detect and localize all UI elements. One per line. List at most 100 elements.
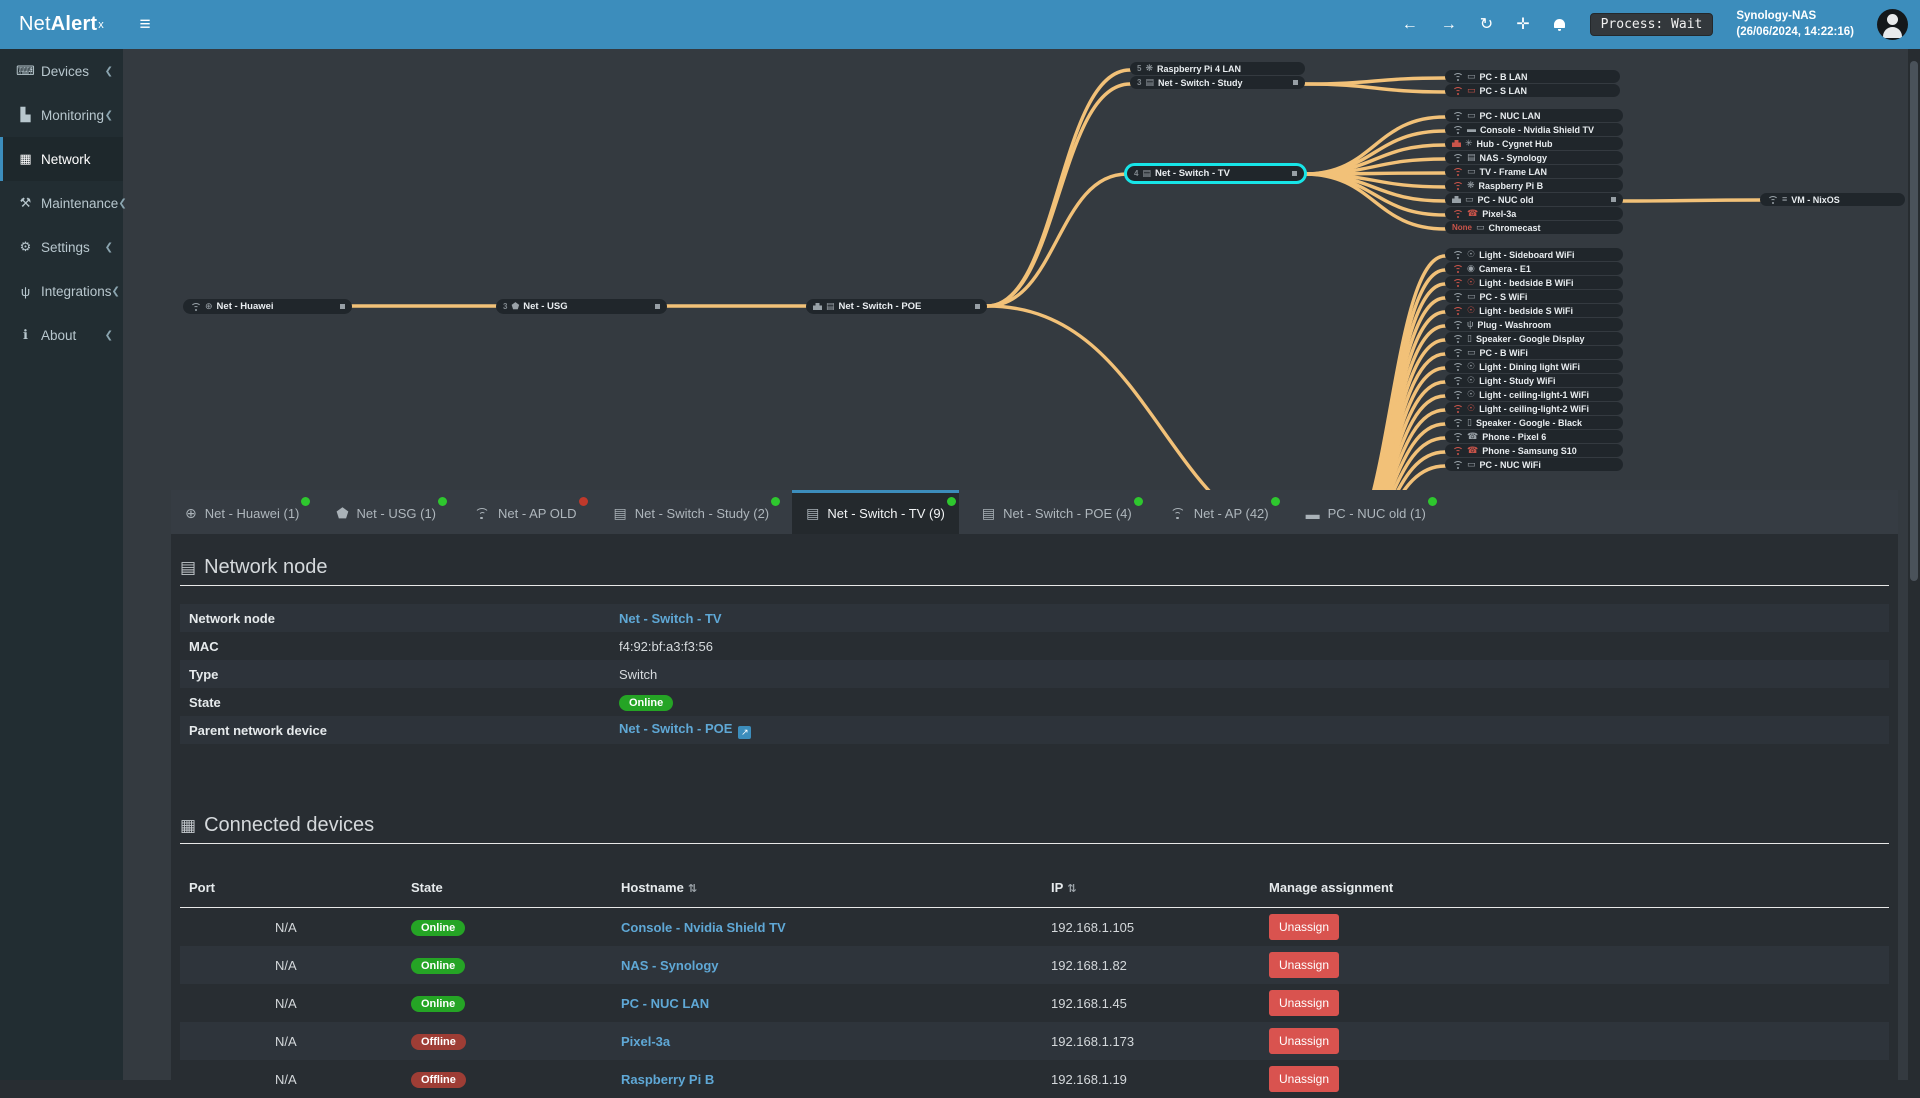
graph-node-net-huawei[interactable]: ⊕ Net - Huawei: [183, 299, 352, 314]
wifi-icon: [1452, 335, 1463, 343]
sidebar-item-devices[interactable]: ⌨ Devices ❮: [0, 49, 123, 93]
column-ip[interactable]: IP ⇅: [1051, 880, 1077, 895]
detail-row-network-node: Network node Net - Switch - TV: [180, 604, 1889, 632]
monitor-icon: ▭: [1467, 71, 1476, 81]
hostname-link[interactable]: Console - Nvidia Shield TV: [621, 919, 786, 935]
devices-table-header: Port State Hostname ⇅ IP ⇅ Manage assignme…: [180, 868, 1889, 908]
graph-node-vm-nixos[interactable]: ≡ VM - NixOS: [1760, 193, 1905, 206]
graph-node-light-bedside-s-wifi[interactable]: ☉ Light - bedside S WiFi: [1445, 304, 1623, 317]
graph-edge: [985, 304, 1211, 490]
detail-label: State: [189, 694, 221, 710]
sort-icon[interactable]: ⇅: [687, 883, 698, 895]
back-arrow-icon[interactable]: ←: [1401, 15, 1418, 33]
graph-node-light-sideboard-wifi[interactable]: ☉ Light - Sideboard WiFi: [1445, 248, 1623, 261]
sidebar-item-maintenance[interactable]: ⚒ Maintenance ❮: [0, 181, 127, 225]
graph-node-light-ceiling-light-1-wifi[interactable]: ☉ Light - ceiling-light-1 WiFi: [1445, 388, 1623, 401]
graph-node-pc-b-wifi[interactable]: ▭ PC - B WiFi: [1445, 346, 1623, 359]
move-pan-icon[interactable]: ✛: [1516, 15, 1530, 33]
tab-net-usg[interactable]: ⬟ Net - USG (1): [322, 490, 450, 534]
tab-net-switch-study[interactable]: ▤ Net - Switch - Study (2): [600, 490, 784, 534]
graph-node-raspberry-pi-4-lan[interactable]: 5 ❋ Raspberry Pi 4 LAN: [1130, 62, 1305, 75]
hostname-link[interactable]: NAS - Synology: [621, 957, 719, 973]
forward-arrow-icon[interactable]: →: [1440, 15, 1457, 33]
port-value: N/A: [275, 957, 297, 973]
graph-node-pc-s-wifi[interactable]: ▭ PC - S WiFi: [1445, 290, 1623, 303]
graph-node-plug-washroom[interactable]: ψ Plug - Washroom: [1445, 318, 1623, 331]
graph-node-raspberry-pi-b[interactable]: ❋ Raspberry Pi B: [1445, 179, 1623, 192]
hostname-link[interactable]: Pixel-3a: [621, 1033, 671, 1049]
graph-node-label: PC - NUC WiFi: [1479, 459, 1541, 470]
graph-node-net-switch-poe[interactable]: ▤ Net - Switch - POE: [806, 299, 987, 314]
graph-node-pc-nuc-old[interactable]: ▭ PC - NUC old: [1445, 193, 1623, 206]
device-row: N/A Offline Pixel-3a 192.168.1.173 Unass…: [180, 1022, 1889, 1060]
sort-icon[interactable]: ⇅: [1067, 883, 1077, 895]
monitor-icon: ▭: [1467, 85, 1476, 95]
graph-node-label: Plug - Washroom: [1477, 319, 1552, 330]
network-graph[interactable]: ⊕ Net - Huawei 3 ⬟ Net - USG ▤ Net - Switch - …: [123, 49, 1920, 490]
page-scrollbar[interactable]: [1908, 49, 1920, 1080]
process-status-badge[interactable]: Process: Wait: [1589, 13, 1714, 36]
refresh-icon[interactable]: ↻: [1479, 15, 1494, 33]
network-node-link[interactable]: Net - Switch - TV: [619, 610, 722, 626]
graph-node-pc-nuc-wifi[interactable]: ▭ PC - NUC WiFi: [1445, 458, 1623, 471]
graph-node-console-nvidia-shield-tv[interactable]: ▬ Console - Nvidia Shield TV: [1445, 123, 1623, 136]
tab-net-ap[interactable]: Net - AP (42): [1155, 490, 1283, 534]
graph-node-nas-synology[interactable]: ▤ NAS - Synology: [1445, 151, 1623, 164]
graph-node-tv-frame-lan[interactable]: ▭ TV - Frame LAN: [1445, 165, 1623, 178]
graph-node-pixel-3a[interactable]: ☎ Pixel-3a: [1445, 207, 1623, 220]
graph-node-phone-samsung-s10[interactable]: ☎ Phone - Samsung S10: [1445, 444, 1623, 457]
sidebar-item-integrations[interactable]: ψ Integrations ❮: [0, 269, 123, 313]
graph-group-nixos: ≡ VM - NixOS: [1760, 193, 1905, 207]
sidebar-item-settings[interactable]: ⚙ Settings ❮: [0, 225, 123, 269]
unassign-button[interactable]: Unassign: [1269, 990, 1340, 1016]
sidebar-item-monitoring[interactable]: ▙ Monitoring ❮: [0, 93, 123, 137]
graph-node-label: PC - B LAN: [1479, 71, 1528, 82]
graph-node-phone-pixel-6[interactable]: ☎ Phone - Pixel 6: [1445, 430, 1623, 443]
hostname-link[interactable]: Raspberry Pi B: [621, 1071, 715, 1087]
graph-node-camera-e1[interactable]: ◉ Camera - E1: [1445, 262, 1623, 275]
graph-node-net-usg[interactable]: 3 ⬟ Net - USG: [496, 299, 667, 314]
tab-pc-nuc-old[interactable]: ▬ PC - NUC old (1): [1292, 490, 1440, 534]
unassign-button[interactable]: Unassign: [1269, 1066, 1340, 1092]
scrollbar-thumb[interactable]: [1910, 61, 1918, 581]
phone-icon: ☎: [1467, 431, 1479, 441]
wifi-icon: [1452, 419, 1463, 427]
external-link-icon[interactable]: ↗: [738, 726, 752, 739]
graph-node-chromecast[interactable]: None ▭ Chromecast: [1445, 221, 1623, 234]
unassign-button[interactable]: Unassign: [1269, 952, 1340, 978]
status-dot: [1427, 497, 1437, 506]
tab-net-ap-old[interactable]: Net - AP OLD: [459, 490, 591, 534]
wifi-icon: [1169, 508, 1186, 520]
avatar[interactable]: [1877, 9, 1908, 40]
parent-device-link[interactable]: Net - Switch - POE: [619, 721, 733, 736]
graph-node-speaker-google-black[interactable]: ▯ Speaker - Google - Black: [1445, 416, 1623, 429]
port-value: N/A: [275, 1071, 297, 1087]
graph-node-light-dining-light-wifi[interactable]: ☉ Light - Dining light WiFi: [1445, 360, 1623, 373]
unassign-button[interactable]: Unassign: [1269, 1028, 1340, 1054]
tab-net-huawei[interactable]: ⊕ Net - Huawei (1): [171, 490, 313, 534]
status-dot: [1270, 497, 1280, 506]
column-hostname[interactable]: Hostname ⇅: [621, 880, 698, 895]
wifi-icon: [1452, 307, 1463, 315]
tab-net-switch-tv[interactable]: ▤ Net - Switch - TV (9): [792, 490, 959, 534]
unassign-button[interactable]: Unassign: [1269, 914, 1340, 940]
graph-node-pc-b-lan[interactable]: ▭ PC - B LAN: [1445, 70, 1620, 83]
bell-icon[interactable]: [1553, 18, 1567, 32]
hostname-link[interactable]: PC - NUC LAN: [621, 995, 710, 1011]
graph-node-hub-cygnet-hub[interactable]: ✳ Hub - Cygnet Hub: [1445, 137, 1623, 150]
node-handle: [975, 304, 980, 309]
ip-value: 192.168.1.105: [1051, 919, 1135, 935]
sidebar-item-about[interactable]: ℹ About ❮: [0, 313, 123, 357]
tab-net-switch-poe[interactable]: ▤ Net - Switch - POE (4): [968, 490, 1146, 534]
graph-node-light-study-wifi[interactable]: ☉ Light - Study WiFi: [1445, 374, 1623, 387]
hamburger-menu-icon[interactable]: ≡: [139, 13, 151, 35]
sidebar-item-network[interactable]: ▦ Network: [0, 137, 123, 181]
graph-node-net-switch-tv[interactable]: 4 ▤ Net - Switch - TV: [1127, 166, 1304, 181]
graph-node-pc-nuc-lan[interactable]: ▭ PC - NUC LAN: [1445, 109, 1623, 122]
graph-node-pc-s-lan[interactable]: ▭ PC - S LAN: [1445, 84, 1620, 97]
graph-node-speaker-google-display[interactable]: ▯ Speaker - Google Display: [1445, 332, 1623, 345]
graph-node-light-ceiling-light-2-wifi[interactable]: ☉ Light - ceiling-light-2 WiFi: [1445, 402, 1623, 415]
graph-node-net-switch-study[interactable]: 3 ▤ Net - Switch - Study: [1130, 76, 1305, 89]
app-logo[interactable]: Net Alert x: [0, 0, 123, 49]
graph-node-light-bedside-b-wifi[interactable]: ☉ Light - bedside B WiFi: [1445, 276, 1623, 289]
